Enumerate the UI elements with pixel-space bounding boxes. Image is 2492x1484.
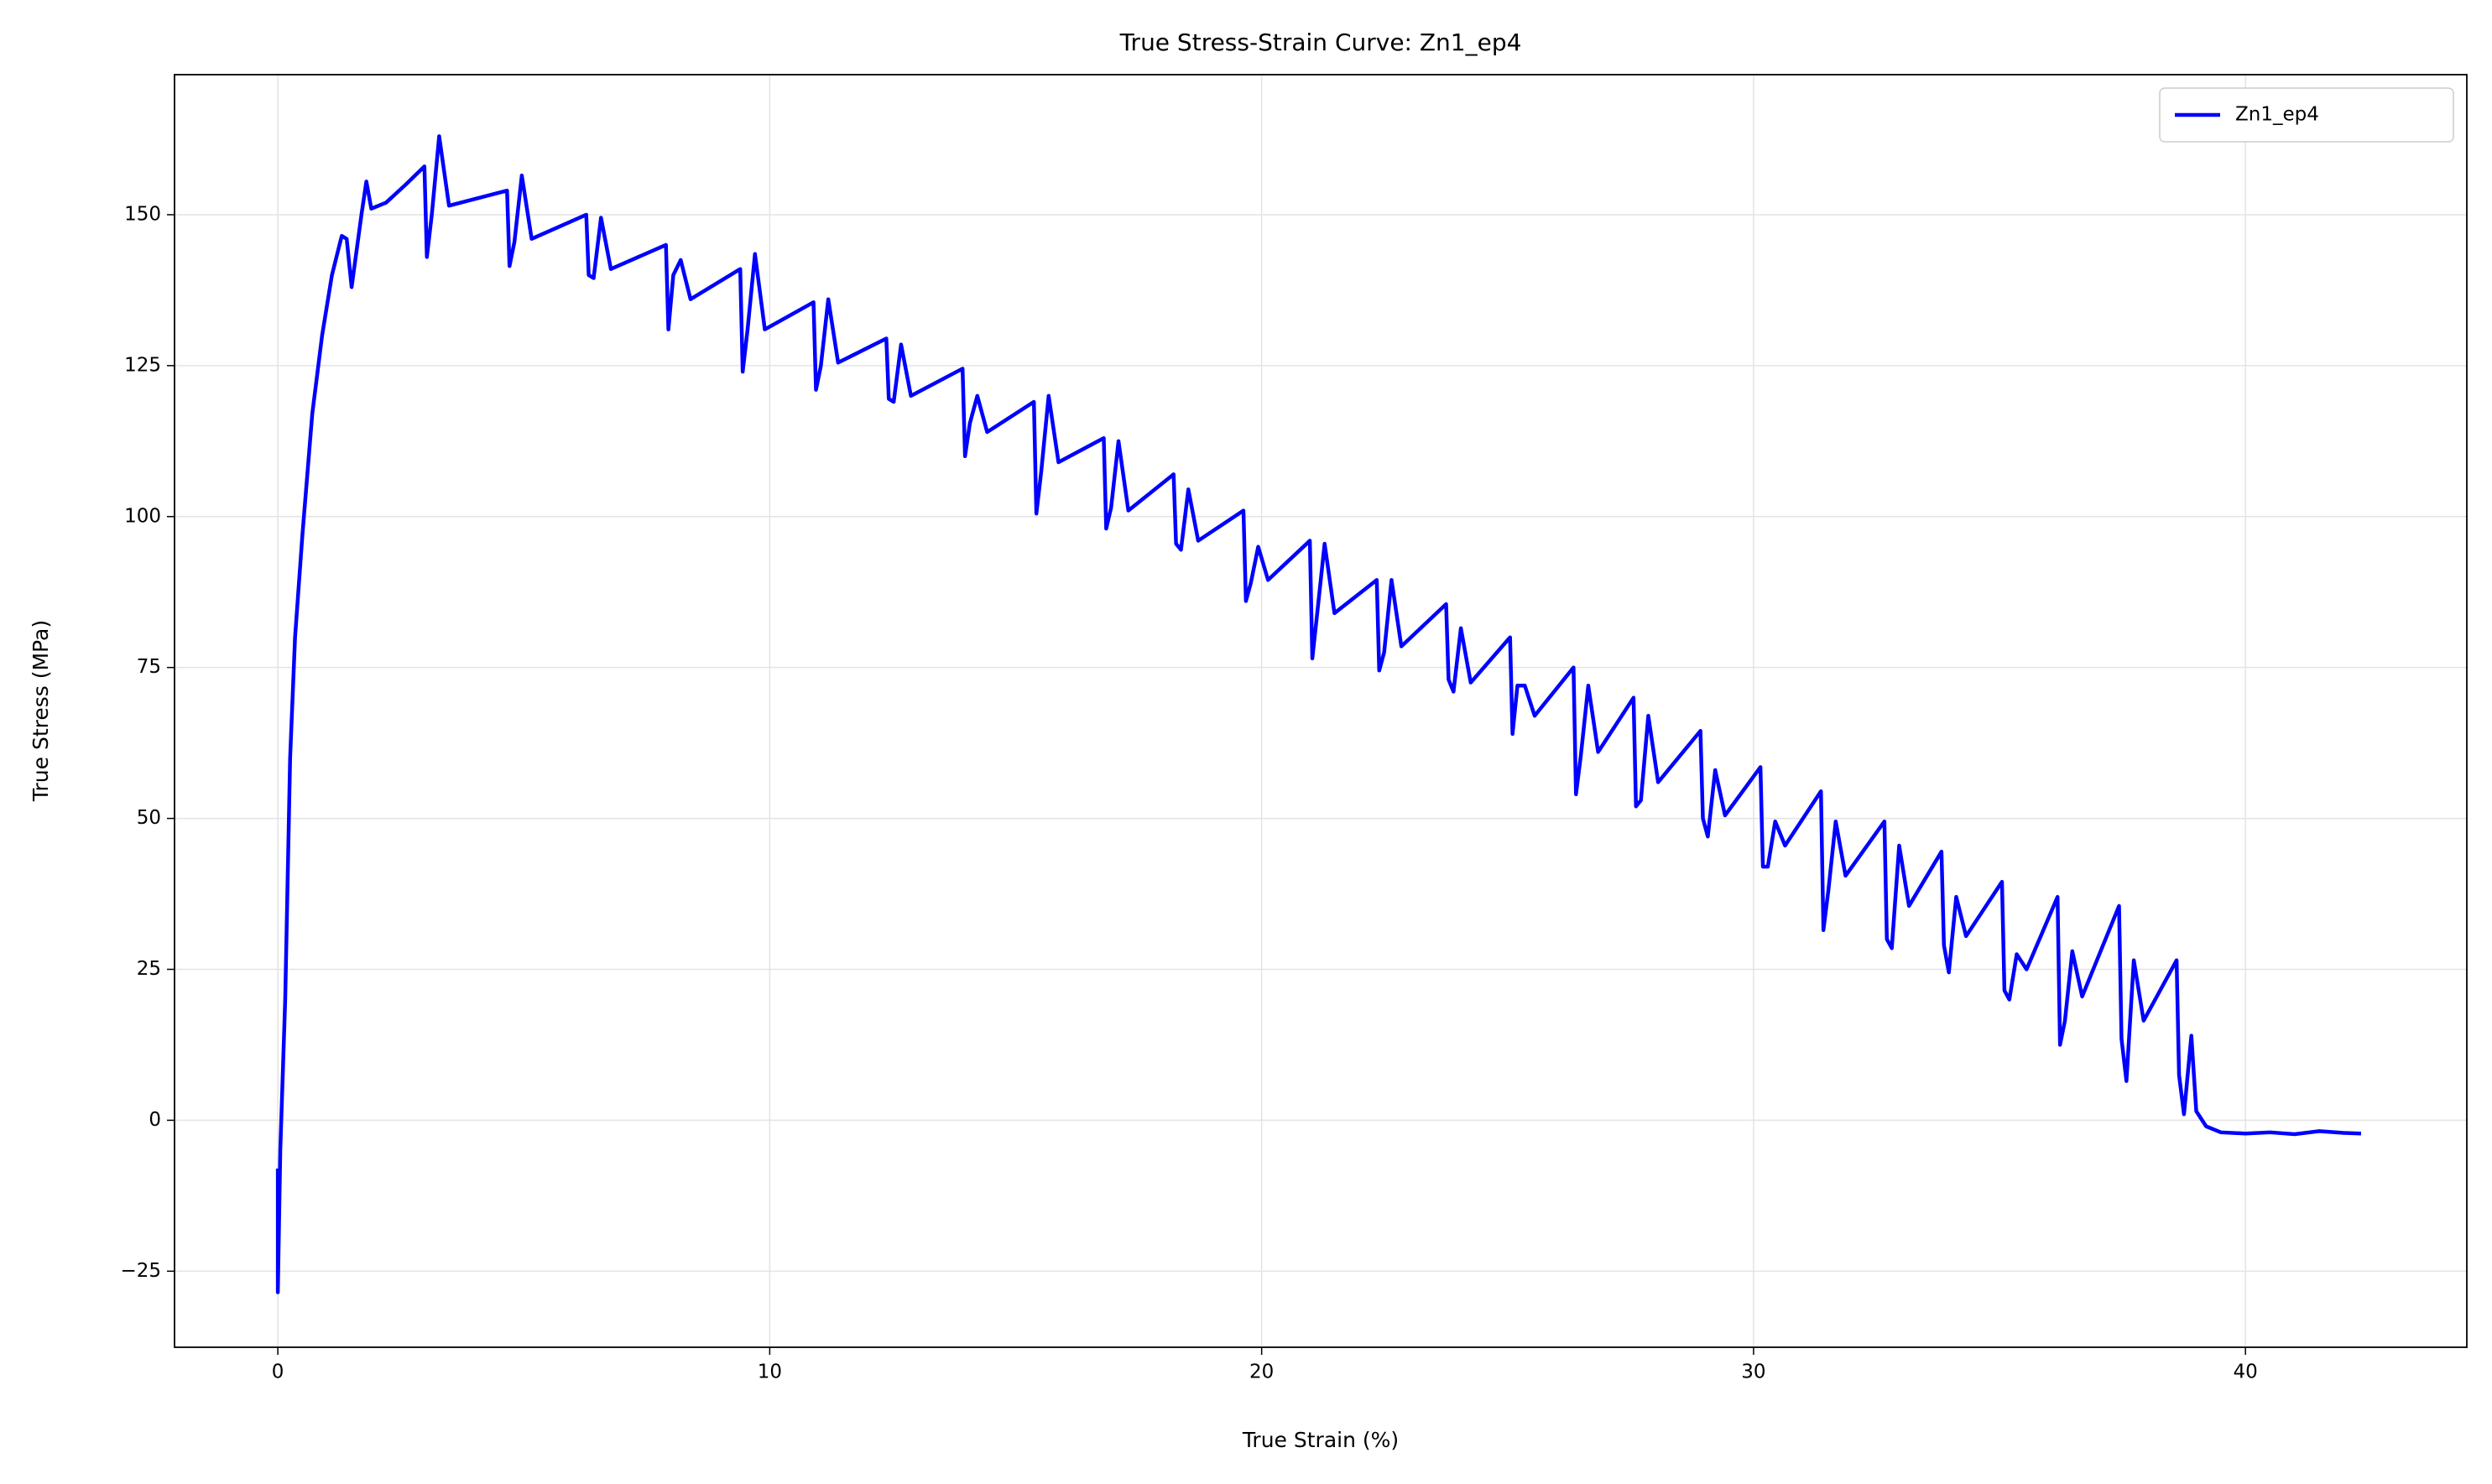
y-tick-label: −25 [120, 1260, 161, 1282]
y-tick-label: 150 [124, 203, 161, 225]
y-tick-label: 25 [137, 958, 161, 980]
y-tick-label: 75 [137, 656, 161, 678]
x-axis-label: True Strain (%) [1242, 1428, 1399, 1452]
y-tick-label: 50 [137, 807, 161, 829]
x-tick-label: 40 [2234, 1362, 2258, 1383]
legend-label: Zn1_ep4 [2235, 104, 2319, 126]
y-tick-label: 0 [149, 1109, 161, 1131]
legend-box [2159, 87, 2454, 143]
y-tick-label: 100 [124, 505, 161, 527]
y-axis-label: True Stress (MPa) [29, 620, 53, 802]
chart-title: True Stress-Strain Curve: Zn1_ep4 [1119, 29, 1522, 56]
x-tick-label: 30 [1741, 1362, 1765, 1383]
x-tick-label: 0 [272, 1362, 284, 1383]
y-tick-label: 125 [124, 354, 161, 376]
data-line [275, 134, 2362, 1294]
x-tick-label: 20 [1249, 1362, 1274, 1383]
plot-frame [174, 74, 2468, 1348]
x-tick-label: 10 [758, 1362, 782, 1383]
